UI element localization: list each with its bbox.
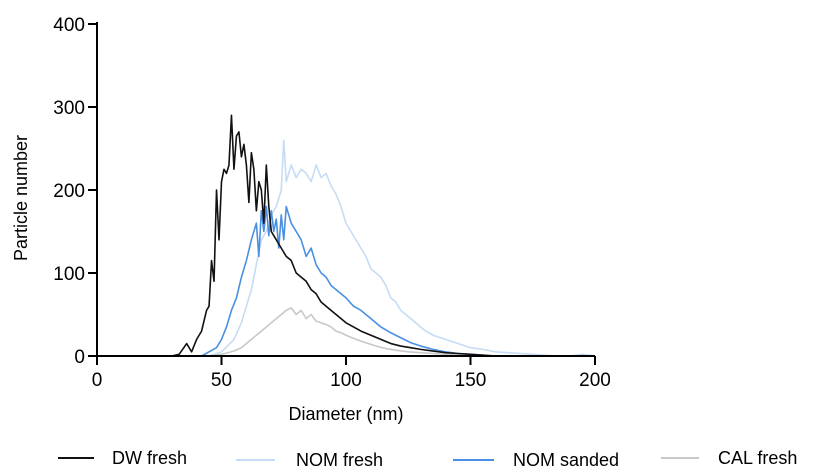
series-line-nom-fresh xyxy=(97,139,596,357)
x-tick-label: 0 xyxy=(92,370,103,391)
axes-layer: 0 100 200 300 400 0 50 100 150 200 xyxy=(53,15,611,391)
series-line-nom-sanded xyxy=(97,205,595,357)
y-tick-label: 200 xyxy=(53,181,85,202)
legend-item: NOM sanded xyxy=(453,450,619,470)
x-tick-label: 100 xyxy=(330,370,362,391)
legend-label: NOM sanded xyxy=(513,450,619,470)
series-layer xyxy=(97,114,596,357)
y-axis-title: Particle number xyxy=(11,135,31,261)
series-line-cal-fresh xyxy=(97,307,595,357)
x-tick-label: 200 xyxy=(579,370,611,391)
x-tick-label: 50 xyxy=(211,370,232,391)
legend-item: NOM fresh xyxy=(236,450,383,470)
legend: DW fresh NOM fresh NOM sanded CAL fresh xyxy=(58,448,797,470)
y-tick-label: 0 xyxy=(74,347,85,368)
x-tick-label: 150 xyxy=(455,370,487,391)
legend-item: DW fresh xyxy=(58,448,187,468)
legend-item: CAL fresh xyxy=(661,448,797,468)
series-line-dw-fresh xyxy=(97,114,595,357)
legend-label: NOM fresh xyxy=(296,450,383,470)
y-tick-label: 100 xyxy=(53,264,85,285)
x-axis-title: Diameter (nm) xyxy=(288,404,403,424)
y-tick-label: 300 xyxy=(53,98,85,119)
legend-label: DW fresh xyxy=(112,448,187,468)
legend-label: CAL fresh xyxy=(718,448,797,468)
y-tick-label: 400 xyxy=(53,15,85,36)
